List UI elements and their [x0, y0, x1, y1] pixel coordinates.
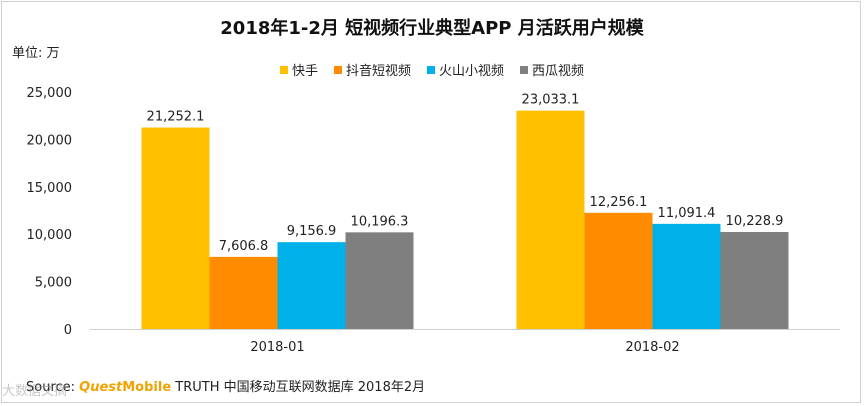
legend-item: 火山小视频	[427, 60, 504, 79]
legend: 快手 抖音短视频 火山小视频 西瓜视频	[0, 60, 864, 79]
y-tick-label: 10,000	[27, 228, 73, 243]
y-tick-label: 25,000	[27, 86, 73, 101]
source-note: Source: QuestMobile TRUTH 中国移动互联网数据库 201…	[26, 376, 425, 395]
legend-label: 快手	[291, 64, 318, 79]
bar	[584, 212, 653, 329]
data-label: 23,033.1	[522, 93, 580, 108]
legend-swatch	[427, 65, 435, 74]
legend-swatch	[333, 65, 342, 74]
x-tick-label: 2018-02	[625, 340, 679, 355]
bar	[720, 232, 789, 329]
source-label: Source:	[26, 380, 76, 395]
chart-title: 2018年1-2月 短视频行业典型APP 月活跃用户规模	[220, 18, 644, 39]
legend-swatch	[520, 65, 529, 74]
y-tick-label: 15,000	[27, 181, 73, 196]
data-label: 10,196.3	[351, 214, 409, 229]
legend-item: 快手	[279, 60, 318, 79]
legend-swatch	[279, 65, 288, 74]
data-label: 12,256.1	[590, 195, 648, 210]
legend-label: 西瓜视频	[532, 64, 585, 79]
source-brand-prefix: Quest	[79, 380, 123, 395]
legend-label: 火山小视频	[439, 64, 505, 79]
source-text: TRUTH 中国移动互联网数据库 2018年2月	[175, 380, 426, 395]
legend-item: 西瓜视频	[520, 60, 584, 79]
bar	[516, 110, 585, 329]
legend-item: 抖音短视频	[333, 60, 411, 79]
legend-label: 抖音短视频	[345, 64, 411, 79]
y-tick-label: 5,000	[35, 276, 72, 291]
y-tick-label: 20,000	[27, 133, 73, 148]
bar	[209, 256, 278, 329]
bar	[652, 223, 721, 329]
data-label: 21,252.1	[147, 110, 205, 125]
unit-label: 单位: 万	[12, 46, 60, 61]
bar	[277, 242, 346, 329]
x-tick-label: 2018-01	[250, 340, 304, 355]
data-label: 9,156.9	[287, 224, 337, 239]
data-label: 10,228.9	[726, 214, 784, 229]
data-label: 11,091.4	[658, 206, 716, 221]
source-brand-suffix: Mobile	[122, 380, 172, 395]
watermark: 大数据文摘	[2, 384, 68, 399]
data-label: 7,606.8	[219, 239, 269, 254]
bar	[141, 127, 210, 329]
bar	[345, 232, 414, 329]
y-tick-label: 0	[64, 323, 72, 338]
